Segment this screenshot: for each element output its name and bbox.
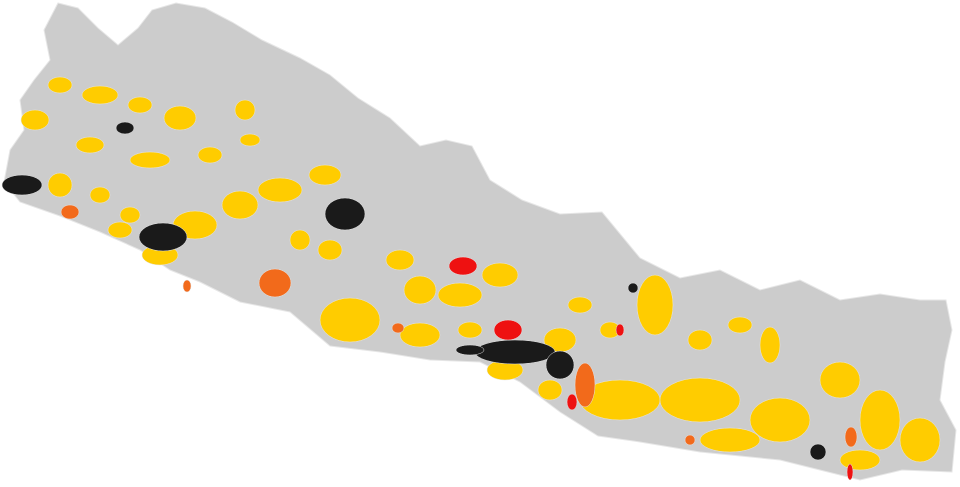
municipality-region-yellow	[127, 96, 153, 114]
country-outline	[3, 2, 957, 481]
municipality-region-black	[627, 282, 639, 294]
municipality-region-orange	[182, 279, 192, 293]
municipality-region-red	[493, 319, 523, 341]
municipality-region-yellow	[129, 151, 171, 169]
municipality-region-black	[324, 197, 366, 231]
municipality-region-yellow	[567, 296, 593, 314]
municipality-region-yellow	[385, 249, 415, 271]
municipality-region-yellow	[399, 322, 441, 348]
municipality-region-yellow	[47, 76, 73, 94]
municipality-region-yellow	[75, 136, 105, 154]
municipality-region-yellow	[197, 146, 223, 164]
municipality-region-yellow	[481, 262, 519, 288]
municipality-region-yellow	[659, 377, 741, 423]
municipality-region-yellow	[317, 239, 343, 261]
municipality-region-orange	[684, 434, 696, 446]
municipality-region-yellow	[403, 275, 437, 305]
municipality-region-orange	[844, 426, 858, 448]
municipality-region-yellow	[81, 85, 119, 105]
municipality-region-yellow	[20, 109, 50, 131]
municipality-region-black	[474, 339, 556, 365]
municipality-region-black	[115, 121, 135, 135]
municipality-region-yellow	[839, 449, 881, 471]
municipality-region-orange	[60, 204, 80, 220]
municipality-region-yellow	[107, 221, 133, 239]
municipality-region-yellow	[759, 326, 781, 364]
municipality-region-orange	[258, 268, 292, 298]
municipality-region-yellow	[899, 417, 941, 463]
municipality-region-yellow	[727, 316, 753, 334]
municipality-region-yellow	[308, 164, 342, 186]
municipality-region-yellow	[859, 389, 901, 451]
municipality-region-red	[846, 463, 854, 481]
municipality-region-yellow	[457, 321, 483, 339]
municipality-region-yellow	[89, 186, 111, 204]
municipality-region-yellow	[119, 206, 141, 224]
municipality-region-red	[566, 393, 578, 411]
municipality-region-black	[1, 174, 43, 196]
municipality-region-yellow	[636, 274, 674, 336]
municipality-region-yellow	[749, 397, 811, 443]
municipality-region-yellow	[699, 427, 761, 453]
municipality-region-orange	[391, 322, 405, 334]
municipality-region-red	[615, 323, 625, 337]
municipality-region-yellow	[239, 133, 261, 147]
municipality-region-black	[809, 443, 827, 461]
municipality-region-yellow	[437, 282, 483, 308]
municipality-region-yellow	[234, 99, 256, 121]
municipality-region-black	[138, 222, 188, 252]
municipality-region-yellow	[257, 177, 303, 203]
municipality-region-black	[545, 350, 575, 380]
municipality-region-yellow	[319, 297, 381, 343]
municipality-region-yellow	[221, 190, 259, 220]
municipality-region-yellow	[537, 379, 563, 401]
municipality-region-red	[448, 256, 478, 276]
municipality-region-yellow	[163, 105, 197, 131]
municipality-region-yellow	[47, 172, 73, 198]
municipality-region-yellow	[289, 229, 311, 251]
municipality-region-yellow	[819, 361, 861, 399]
municipality-region-black	[455, 344, 485, 356]
municipality-region-yellow	[687, 329, 713, 351]
municipality-region-orange	[574, 362, 596, 408]
